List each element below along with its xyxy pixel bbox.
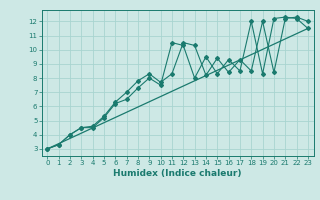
X-axis label: Humidex (Indice chaleur): Humidex (Indice chaleur) (113, 169, 242, 178)
